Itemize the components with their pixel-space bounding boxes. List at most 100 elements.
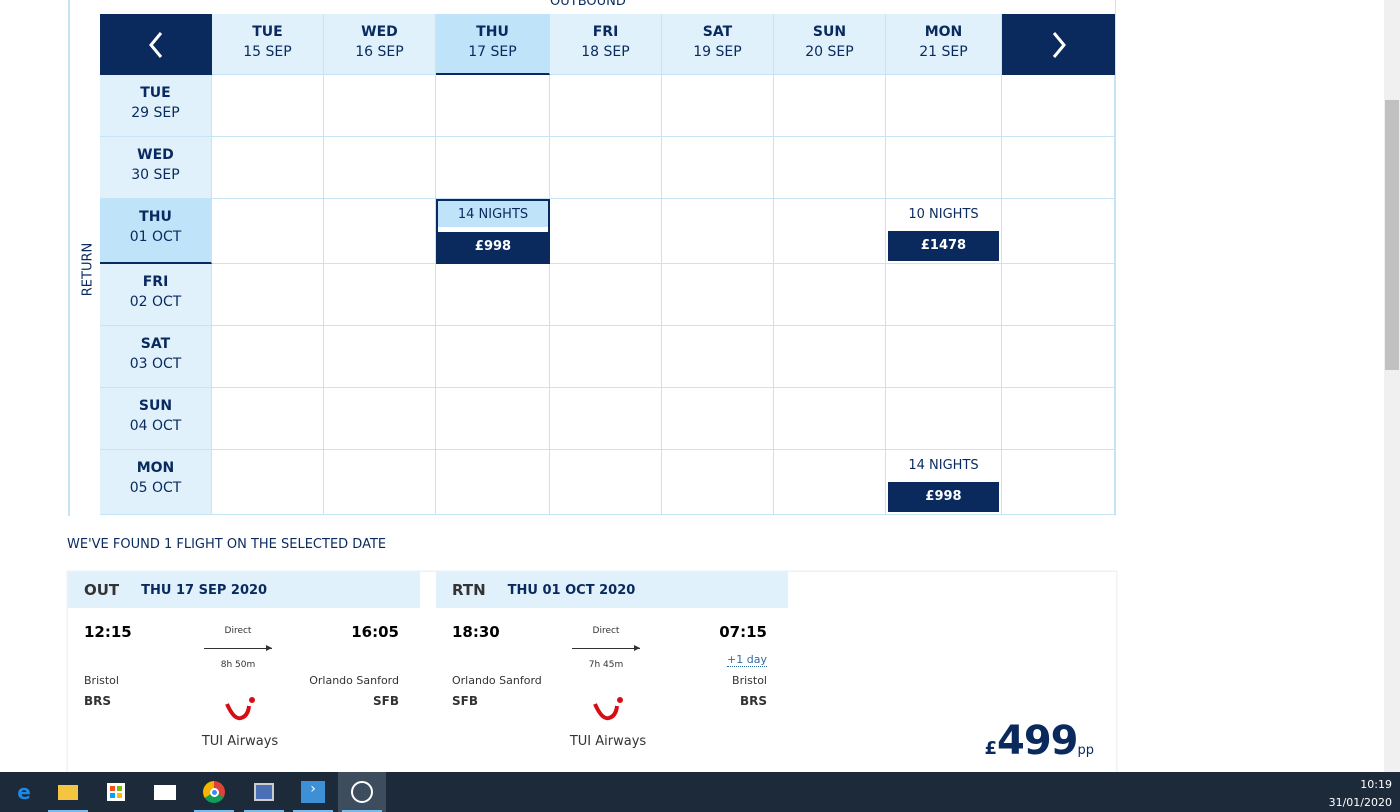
return-date-header[interactable]: FRI 02 OCT <box>100 264 212 326</box>
grid-cell <box>324 450 436 515</box>
system-clock[interactable]: 10:19 31/01/2020 <box>1329 776 1392 812</box>
price-amount: 499 <box>996 718 1078 764</box>
price-label: £1478 <box>888 231 999 261</box>
grid-cell <box>436 75 550 137</box>
grid-cell <box>886 388 1002 450</box>
return-date-header[interactable]: SUN 04 OCT <box>100 388 212 450</box>
return-date-header[interactable]: MON 05 OCT <box>100 450 212 515</box>
grid-cell <box>1002 264 1115 326</box>
grid-cell <box>436 326 550 388</box>
outbound-day: SUN <box>812 24 847 40</box>
out-stops: Direct <box>224 626 252 636</box>
outbound-date: 21 SEP <box>919 44 968 60</box>
return-label: RETURN <box>80 242 96 297</box>
outbound-date: 19 SEP <box>693 44 742 60</box>
price-cell[interactable]: 14 NIGHTS £998 <box>886 450 1002 515</box>
grid-cell <box>324 137 436 199</box>
outbound-date-header[interactable]: SUN 20 SEP <box>774 14 886 75</box>
grid-cell <box>1002 326 1115 388</box>
outbound-date-header[interactable]: FRI 18 SEP <box>550 14 662 75</box>
clock-date: 31/01/2020 <box>1328 796 1392 809</box>
network-app-icon[interactable] <box>240 772 288 812</box>
return-date-header[interactable]: TUE 29 SEP <box>100 75 212 137</box>
return-day: SUN <box>138 398 173 414</box>
grid-cell <box>550 388 662 450</box>
grid-cell <box>774 137 886 199</box>
return-date: 30 SEP <box>131 167 180 183</box>
grid-cell <box>550 264 662 326</box>
price-currency: £ <box>984 738 997 759</box>
outbound-date-header[interactable]: SAT 19 SEP <box>662 14 774 75</box>
outbound-label: OUTBOUND <box>550 0 626 9</box>
out-to-city: Orlando Sanford <box>309 674 399 687</box>
next-dates-button[interactable] <box>1002 14 1115 75</box>
chevron-left-icon <box>149 31 163 58</box>
return-day: SAT <box>140 336 171 352</box>
edge-icon[interactable]: e <box>17 780 31 804</box>
return-date: 03 OCT <box>129 356 182 372</box>
rtn-airline: TUI Airways <box>569 734 647 749</box>
grid-cell <box>550 326 662 388</box>
chevron-right-icon <box>1052 31 1066 58</box>
return-date-header[interactable]: WED 30 SEP <box>100 137 212 199</box>
total-price: £499pp <box>984 718 1094 764</box>
grid-cell <box>324 388 436 450</box>
rtn-from-code: SFB <box>452 694 478 708</box>
out-from-city: Bristol <box>84 674 119 687</box>
outbound-date-header[interactable]: MON 21 SEP <box>886 14 1002 75</box>
rtn-duration: 7h 45m <box>588 660 624 670</box>
return-day: WED <box>137 147 174 163</box>
price-label: £998 <box>888 482 999 512</box>
rtn-to-code: BRS <box>739 694 767 708</box>
grid-cell <box>662 388 774 450</box>
grid-cell <box>436 450 550 515</box>
outbound-date: 15 SEP <box>243 44 292 60</box>
outbound-date-header[interactable]: THU 17 SEP <box>436 14 550 75</box>
grid-cell <box>774 199 886 264</box>
rtn-arr-time: 07:15 <box>719 623 767 641</box>
grid-cell <box>662 264 774 326</box>
return-day: TUE <box>140 85 171 101</box>
price-cell[interactable]: 14 NIGHTS £998 <box>436 199 550 264</box>
mail-icon[interactable] <box>141 772 189 812</box>
grid-cell <box>212 326 324 388</box>
grid-cell <box>550 199 662 264</box>
remote-app-icon[interactable]: › <box>289 772 337 812</box>
grid-cell <box>436 388 550 450</box>
return-date: 05 OCT <box>129 480 182 496</box>
grid-cell <box>662 199 774 264</box>
snipping-app-icon[interactable] <box>338 772 386 812</box>
return-date-header[interactable]: THU 01 OCT <box>100 199 212 264</box>
grid-cell <box>662 450 774 515</box>
grid-cell <box>550 75 662 137</box>
grid-cell <box>1002 75 1115 137</box>
grid-cell <box>774 388 886 450</box>
grid-cell <box>212 388 324 450</box>
out-duration: 8h 50m <box>220 660 256 670</box>
grid-cell <box>774 75 886 137</box>
grid-cell <box>550 450 662 515</box>
outbound-date-header[interactable]: WED 16 SEP <box>324 14 436 75</box>
prev-dates-button[interactable] <box>100 14 212 75</box>
grid-cell <box>886 75 1002 137</box>
return-date: 02 OCT <box>129 294 182 310</box>
store-icon[interactable] <box>92 772 140 812</box>
arrow-icon <box>572 645 640 651</box>
rtn-label: RTN <box>452 581 486 599</box>
chrome-icon[interactable] <box>190 772 238 812</box>
calendar-frame <box>68 0 1116 516</box>
grid-cell <box>886 264 1002 326</box>
grid-cell <box>886 326 1002 388</box>
scrollbar-thumb[interactable] <box>1385 100 1399 370</box>
outbound-date-header[interactable]: TUE 15 SEP <box>212 14 324 75</box>
out-label: OUT <box>84 581 120 599</box>
return-date-header[interactable]: SAT 03 OCT <box>100 326 212 388</box>
file-explorer-icon[interactable] <box>44 772 92 812</box>
grid-cell <box>324 326 436 388</box>
flight-result-card[interactable]: OUT THU 17 SEP 2020 RTN THU 01 OCT 2020 12… <box>67 571 1117 776</box>
price-cell[interactable]: 10 NIGHTS £1478 <box>886 199 1002 264</box>
day-offset-link[interactable]: +1 day <box>727 653 767 667</box>
grid-cell <box>436 137 550 199</box>
return-day: THU <box>139 209 172 225</box>
rtn-from-city: Orlando Sanford <box>452 674 542 687</box>
